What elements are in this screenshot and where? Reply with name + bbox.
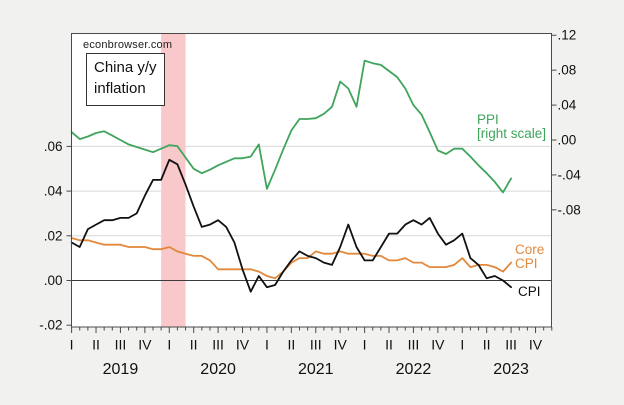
x-axis-year-label: 2023 — [493, 361, 529, 378]
econbrowser-watermark: econbrowser.com — [83, 39, 173, 51]
right-axis-tick-label: .00 — [558, 133, 577, 148]
right-axis-tick-label: -.08 — [558, 202, 581, 217]
x-axis-quarter-label: I — [265, 337, 269, 353]
x-axis-year-label: 2019 — [103, 361, 139, 378]
core-cpi-series-label: Core CPI — [515, 243, 544, 271]
core-cpi-series-label-line1: Core — [515, 242, 545, 257]
x-axis-quarter-label: III — [505, 337, 517, 353]
plot-frame — [71, 33, 552, 328]
left-axis-tick-label: .00 — [44, 273, 63, 288]
x-axis-quarter-label: IV — [334, 337, 348, 353]
left-axis-tick-label: .02 — [44, 228, 63, 243]
x-axis-quarter-label: IV — [138, 337, 152, 353]
ppi-line — [70, 59, 513, 194]
chart-title-line1: China y/y — [94, 59, 157, 76]
x-axis-quarter-label: II — [92, 337, 100, 353]
x-axis-year-label: 2021 — [298, 361, 334, 378]
x-axis-quarter-label: III — [212, 337, 224, 353]
ppi-series-label: PPI [right scale] — [477, 113, 546, 141]
core-cpi-series-label-line2: CPI — [515, 255, 538, 271]
x-axis-quarter-label: II — [483, 337, 491, 353]
left-axis-tick-label: .04 — [44, 184, 63, 199]
x-axis-quarter-label: IV — [529, 337, 543, 353]
right-axis-tick-label: .08 — [558, 63, 577, 78]
x-axis-quarter-label: IV — [236, 337, 250, 353]
core-cpi-line — [70, 237, 513, 280]
left-axis-tick-label: -.02 — [39, 318, 62, 333]
x-axis-year-label: 2022 — [396, 361, 432, 378]
x-axis-quarter-label: I — [167, 337, 171, 353]
x-axis-year-label: 2020 — [200, 361, 236, 378]
right-axis-tick-label: .12 — [558, 28, 577, 43]
x-axis-quarter-label: IV — [431, 337, 445, 353]
x-axis-quarter-label: III — [310, 337, 322, 353]
x-axis-quarter-label: II — [385, 337, 393, 353]
chart-title-box: China y/y inflation — [86, 53, 165, 106]
right-axis-tick-label: .04 — [558, 98, 577, 113]
x-axis-quarter-label: II — [190, 337, 198, 353]
chart-title-line2: inflation — [94, 80, 146, 98]
left-axis-tick-label: .06 — [44, 139, 63, 154]
x-axis-quarter-label: II — [287, 337, 295, 353]
x-axis-quarter-label: I — [363, 337, 367, 353]
x-axis-quarter-label: III — [115, 337, 127, 353]
recession-band — [161, 34, 186, 327]
x-axis-quarter-label: I — [70, 337, 74, 353]
x-axis-quarter-label: I — [460, 337, 464, 353]
right-axis-tick-label: -.04 — [558, 167, 582, 182]
ppi-series-label-line1: PPI — [477, 112, 499, 127]
x-axis-quarter-label: III — [408, 337, 420, 353]
cpi-series-label: CPI — [518, 284, 541, 299]
cpi-line — [70, 158, 513, 293]
ppi-series-label-line2: [right scale] — [477, 125, 547, 141]
